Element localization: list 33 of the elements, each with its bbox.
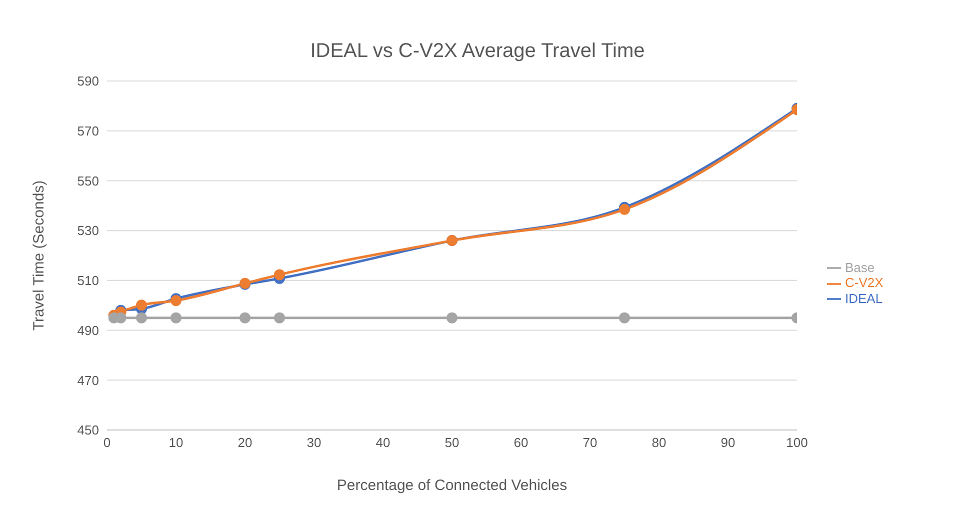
- x-tick-label: 70: [582, 435, 598, 450]
- x-tick-label: 40: [376, 435, 390, 450]
- x-tick-label: 100: [786, 435, 808, 450]
- point: [170, 312, 182, 324]
- x-tick-label: 50: [444, 435, 460, 450]
- x-tick-label: 90: [720, 435, 736, 450]
- point: [619, 312, 630, 324]
- legend-label: IDEAL: [845, 290, 883, 306]
- y-tick-label: 490: [77, 322, 99, 338]
- y-tick-label: 590: [77, 74, 99, 89]
- y-tick-label: 510: [77, 273, 99, 288]
- y-tick-label: 550: [77, 173, 99, 188]
- point: [136, 312, 147, 324]
- x-tick-label: 30: [306, 435, 322, 450]
- point: [446, 312, 458, 324]
- x-tick-label: 80: [652, 435, 666, 450]
- point: [274, 269, 285, 280]
- y-tick-label: 530: [77, 223, 99, 238]
- x-tick-label: 60: [514, 435, 528, 450]
- y-axis-title: Travel Time (Seconds): [30, 180, 48, 331]
- y-tick-label: 450: [77, 422, 99, 438]
- legend-label: C-V2X: [845, 275, 884, 290]
- x-axis-title: Percentage of Connected Vehicles: [336, 477, 568, 494]
- y-tick-label: 570: [77, 123, 99, 138]
- x-tick-label: 20: [238, 435, 252, 450]
- legend-label: Base: [845, 260, 875, 275]
- x-tick-label: 10: [168, 435, 184, 450]
- point: [274, 312, 285, 324]
- chart-title: IDEAL vs C-V2X Average Travel Time: [309, 39, 646, 63]
- x-tick-label: 0: [103, 435, 111, 450]
- point: [240, 312, 250, 324]
- y-tick-label: 470: [77, 372, 99, 388]
- point: [136, 300, 147, 311]
